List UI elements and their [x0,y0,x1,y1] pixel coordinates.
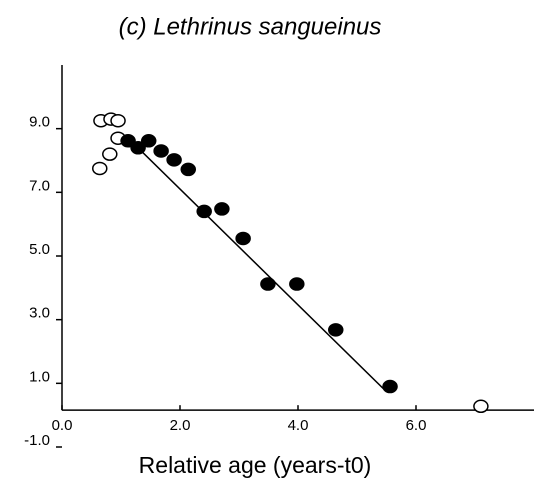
point [120,134,136,148]
point [328,323,344,337]
x-tick-label: 0.0 [52,417,73,434]
point [235,231,251,246]
y-tick-label: 9.0 [29,114,50,131]
point [153,144,169,158]
point [180,162,197,177]
fit-line [129,139,386,391]
point [260,277,276,291]
y-tick-label: 7.0 [29,177,50,194]
point [102,147,118,161]
x-axis-label: Relative age (years-t0) [139,452,372,478]
point [140,134,157,148]
point [382,379,398,394]
point [92,161,108,176]
x-tick-label: 6.0 [406,417,427,434]
y-tick-label: 1.0 [29,368,50,385]
x-tick-label: 4.0 [288,417,309,434]
y-tick-label: -1.0 [24,432,50,449]
y-tick-label: 5.0 [29,241,50,258]
point [473,399,489,414]
point [289,277,305,291]
y-tick-label: 3.0 [29,305,50,322]
chart-title: (c) Lethrinus sangueinus [119,13,382,40]
point [110,113,126,128]
x-tick-label: 2.0 [170,417,191,434]
point [214,202,230,216]
point [166,153,182,167]
